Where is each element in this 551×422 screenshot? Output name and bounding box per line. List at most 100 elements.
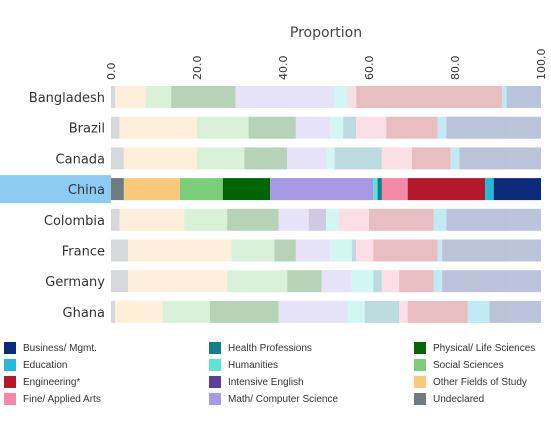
bar-segment <box>347 300 365 323</box>
bar-segment <box>437 116 447 139</box>
x-tick-label: 80.0 <box>449 56 462 81</box>
category-label: France <box>62 245 105 260</box>
category-label: Brazil <box>69 122 105 137</box>
bar-row-ghana <box>111 300 541 323</box>
legend-swatch <box>414 342 426 354</box>
legend-item: Undeclared <box>414 393 484 405</box>
bar-segment <box>373 270 382 293</box>
bar-segment <box>502 86 507 108</box>
bar-segment <box>351 270 374 293</box>
bar-segment <box>373 239 438 262</box>
bar-segment <box>356 239 374 262</box>
legend-label: Business/ Mgmt. <box>23 342 97 354</box>
legend-item: Business/ Mgmt. <box>4 342 97 354</box>
legend-item: Other Fields of Study <box>414 376 527 388</box>
legend-label: Other Fields of Study <box>433 376 527 388</box>
highlighted-row-band <box>0 175 111 204</box>
category-label: Germany <box>45 275 105 290</box>
bar-segment <box>334 86 348 108</box>
legend-item: Social Sciences <box>414 359 504 371</box>
x-axis-title: Proportion <box>290 25 362 41</box>
bar-segment <box>197 147 245 170</box>
bar-segment <box>321 270 352 293</box>
bar-segment <box>356 116 387 139</box>
bar-segment <box>111 300 116 323</box>
x-tick-label: 0.0 <box>105 63 118 81</box>
bar-segment <box>412 147 451 170</box>
bar-segment <box>222 178 271 201</box>
bar-segment <box>381 270 400 293</box>
bar-segment <box>179 178 223 201</box>
legend-item: Humanities <box>209 359 278 371</box>
legend-label: Physical/ Life Sciences <box>433 342 536 354</box>
bar-segment <box>295 239 331 262</box>
bar-row-brazil <box>111 116 541 139</box>
bar-segment <box>123 147 197 170</box>
category-labels: Bangladesh Brazil Canada China Colombia Franc… <box>29 91 106 321</box>
legend-item: Fine/ Applied Arts <box>4 393 101 405</box>
bar-segment <box>407 300 468 323</box>
bar-row-france <box>111 239 541 262</box>
bar-segment <box>197 116 249 139</box>
legend-swatch <box>414 359 426 371</box>
bar-segment <box>364 300 400 323</box>
bar-segment <box>437 239 443 262</box>
bar-row-colombia <box>111 208 541 231</box>
legend-label: Social Sciences <box>433 359 504 371</box>
legend-item: Engineering* <box>4 376 80 388</box>
bar-segment <box>287 147 326 170</box>
bar-segment <box>115 86 146 108</box>
bar-segment <box>442 270 541 293</box>
bar-segment <box>111 86 116 108</box>
category-label: Ghana <box>63 306 106 321</box>
bar-segment <box>115 300 163 323</box>
legend-item: Physical/ Life Sciences <box>414 342 535 354</box>
bar-segment <box>308 208 326 231</box>
legend-item: Health Professions <box>209 342 312 354</box>
bar-segment <box>506 86 541 108</box>
legend-item: Education <box>4 359 67 371</box>
bar-segment <box>446 208 541 231</box>
bar-segment <box>111 270 129 293</box>
bar-segment <box>270 178 374 201</box>
bar-segment <box>295 116 331 139</box>
legend-swatch <box>209 376 221 388</box>
x-tick-label: 60.0 <box>363 56 376 81</box>
bar-segment <box>334 147 382 170</box>
legend-item: Intensive English <box>209 376 304 388</box>
bar-segment <box>467 300 490 323</box>
bar-segment <box>326 147 335 170</box>
bar-segment <box>433 208 447 231</box>
bar-segment <box>343 116 357 139</box>
bar-segment <box>244 147 288 170</box>
bar-segment <box>351 239 357 262</box>
bar-segment <box>377 178 382 201</box>
legend-label: Education <box>23 359 68 371</box>
bar-segment <box>111 178 124 201</box>
legend-label: Health Professions <box>228 342 312 354</box>
legend-swatch <box>4 376 16 388</box>
bar-segment <box>381 178 408 201</box>
legend-item: Math/ Computer Science <box>209 393 338 405</box>
bar-segment <box>128 239 232 262</box>
bar-segment <box>287 270 322 293</box>
bar-segment <box>184 208 228 231</box>
bar-segment <box>386 116 438 139</box>
bar-segment <box>119 116 197 139</box>
bar-segment <box>209 300 279 323</box>
bar-row-germany <box>111 270 541 293</box>
bar-segment <box>123 178 180 201</box>
bar-segment <box>489 300 541 323</box>
category-label: Canada <box>56 152 105 167</box>
legend-swatch <box>209 342 221 354</box>
legend-swatch <box>4 393 16 405</box>
bar-segment <box>347 86 357 108</box>
stacked-bar-chart: Proportion 0.0 20.0 40.0 60.0 80.0 100.0 Bang… <box>0 25 548 323</box>
bar-row-canada <box>111 147 541 170</box>
bar-segment <box>162 300 210 323</box>
bar-segment <box>493 178 541 201</box>
bar-segment <box>227 208 279 231</box>
bar-segment <box>373 178 378 201</box>
bar-segment <box>433 270 443 293</box>
bar-segment <box>399 270 434 293</box>
